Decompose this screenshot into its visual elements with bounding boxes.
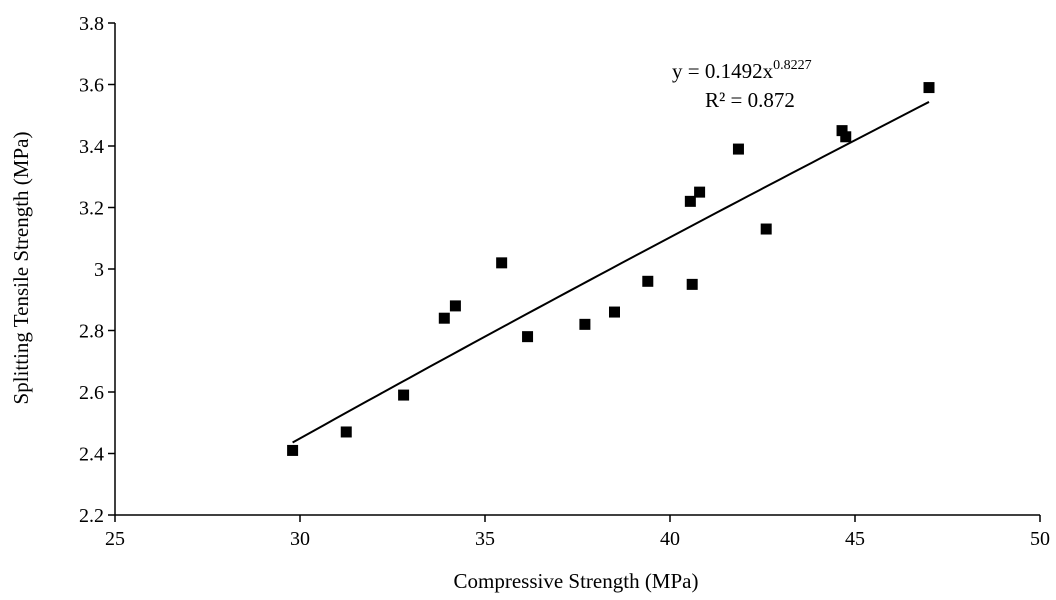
data-point	[609, 306, 620, 318]
data-point	[760, 223, 772, 235]
y-tick-label: 3	[94, 259, 104, 281]
x-axis-title: Compressive Strength (MPa)	[454, 569, 699, 593]
data-point	[438, 312, 450, 324]
y-tick-label: 3.2	[79, 198, 104, 220]
data-point	[449, 300, 461, 312]
trendline	[292, 101, 930, 444]
data-point	[840, 131, 852, 143]
data-points	[287, 82, 935, 456]
data-point	[340, 426, 352, 438]
data-point	[694, 186, 706, 198]
y-tick-label: 2.6	[79, 382, 104, 404]
x-ticks: 25 30 35 40 45 50	[105, 515, 1050, 550]
y-tick-label: 2.4	[79, 444, 104, 466]
y-axis-title: Splitting Tensile Strength (MPa)	[9, 132, 33, 405]
x-tick-label: 35	[475, 528, 495, 550]
axes	[114, 23, 1040, 516]
data-point	[579, 318, 591, 330]
data-point	[836, 125, 848, 137]
x-tick-label: 50	[1030, 528, 1050, 550]
data-point	[496, 257, 508, 269]
r-squared-label: R² = 0.872	[705, 88, 795, 112]
y-tick-label: 3.4	[79, 136, 104, 158]
data-point	[686, 278, 698, 290]
data-point	[522, 331, 534, 343]
data-point	[732, 143, 744, 155]
x-tick-label: 40	[660, 528, 680, 550]
data-point	[684, 195, 696, 207]
data-point	[398, 389, 410, 401]
x-tick-label: 45	[845, 528, 865, 550]
y-ticks: 2.2 2.4 2.6 2.8 3 3.2 3.4 3.6 3.8	[79, 13, 115, 527]
y-tick-label: 2.8	[79, 321, 104, 343]
trendline-equation: y = 0.1492x0.8227	[672, 58, 812, 83]
data-point	[642, 275, 654, 287]
x-tick-label: 25	[105, 528, 125, 550]
data-point	[287, 444, 299, 456]
y-tick-label: 3.8	[79, 13, 104, 35]
data-point	[923, 82, 935, 94]
y-tick-label: 3.6	[79, 75, 104, 97]
equation-exponent: 0.8227	[773, 58, 812, 73]
x-tick-label: 30	[290, 528, 310, 550]
equation-prefix: y = 0.1492x	[672, 59, 774, 83]
y-tick-label: 2.2	[79, 505, 104, 527]
